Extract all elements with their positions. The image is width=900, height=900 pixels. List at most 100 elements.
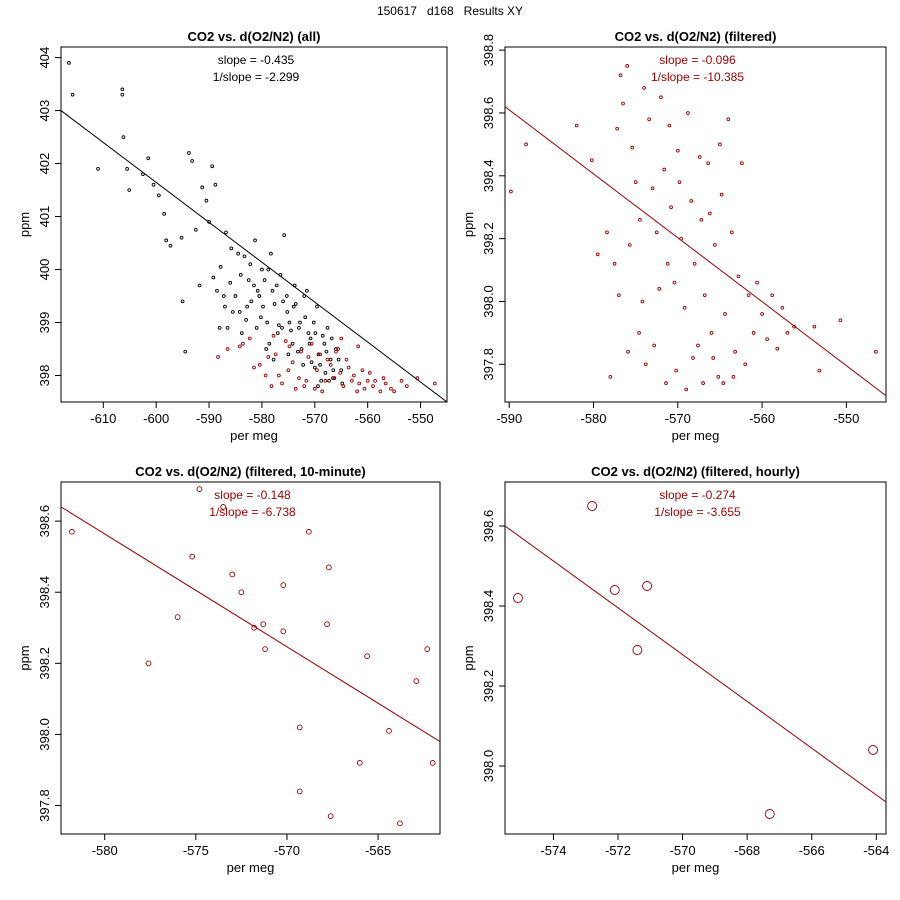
data-point bbox=[707, 211, 712, 216]
data-point bbox=[238, 272, 243, 277]
data-point bbox=[785, 331, 790, 335]
data-point bbox=[667, 123, 672, 128]
data-point bbox=[290, 360, 295, 365]
data-point bbox=[242, 254, 247, 259]
data-point bbox=[709, 331, 714, 335]
data-point bbox=[225, 347, 230, 351]
data-point bbox=[260, 267, 264, 272]
data-point bbox=[220, 504, 227, 510]
inverse-slope-annotation: 1/slope = -2.299 bbox=[213, 70, 300, 84]
data-point bbox=[257, 363, 262, 367]
regression-line bbox=[505, 106, 886, 397]
data-point bbox=[180, 299, 185, 304]
data-point bbox=[702, 293, 707, 298]
data-point bbox=[356, 344, 361, 349]
data-point bbox=[612, 261, 617, 266]
data-point bbox=[305, 288, 309, 293]
data-point bbox=[755, 280, 759, 285]
x-axis-label: per meg bbox=[230, 428, 278, 443]
data-point bbox=[356, 760, 363, 766]
x-tick-label: -580 bbox=[249, 411, 275, 426]
data-point bbox=[275, 331, 280, 335]
data-point bbox=[246, 278, 251, 282]
data-point bbox=[733, 349, 737, 354]
x-tick-label: -570 bbox=[274, 843, 300, 858]
data-point bbox=[608, 375, 613, 379]
data-point bbox=[225, 325, 230, 330]
data-point bbox=[280, 381, 284, 386]
regression-line bbox=[505, 525, 886, 803]
y-tick-label: 398.2 bbox=[481, 670, 496, 703]
x-tick-label: -564 bbox=[863, 843, 889, 858]
data-point bbox=[868, 745, 879, 755]
data-point bbox=[70, 92, 75, 97]
data-point bbox=[187, 151, 191, 155]
data-point bbox=[204, 198, 209, 203]
data-point bbox=[404, 384, 409, 388]
data-point bbox=[125, 167, 129, 171]
data-point bbox=[336, 347, 340, 351]
data-point bbox=[290, 341, 295, 346]
data-point bbox=[210, 164, 215, 169]
data-point bbox=[325, 325, 330, 330]
data-point bbox=[168, 243, 173, 248]
data-point bbox=[189, 553, 196, 560]
data-point bbox=[775, 346, 780, 351]
data-point bbox=[674, 368, 678, 373]
data-point bbox=[817, 368, 822, 373]
data-point bbox=[280, 628, 287, 635]
data-point bbox=[760, 312, 764, 316]
plot-area bbox=[505, 63, 886, 397]
data-point bbox=[324, 349, 329, 354]
data-point bbox=[247, 336, 252, 341]
data-point bbox=[174, 614, 181, 620]
data-point bbox=[413, 678, 420, 684]
data-point bbox=[383, 381, 388, 386]
data-point bbox=[280, 325, 284, 330]
data-point bbox=[299, 349, 303, 354]
data-point bbox=[318, 352, 322, 357]
data-point bbox=[329, 336, 334, 341]
data-point bbox=[330, 376, 335, 381]
data-point bbox=[306, 355, 311, 359]
y-tick-label: 398.0 bbox=[481, 285, 496, 318]
y-tick-label: 401 bbox=[37, 206, 52, 228]
data-point bbox=[286, 352, 291, 357]
data-point bbox=[262, 278, 267, 282]
data-point bbox=[812, 324, 817, 329]
data-point bbox=[265, 320, 270, 325]
data-point bbox=[371, 384, 375, 388]
data-point bbox=[432, 381, 437, 386]
chart-title: CO2 vs. d(O2/N2) (filtered, hourly) bbox=[591, 464, 800, 479]
data-point bbox=[302, 384, 307, 388]
data-point bbox=[263, 373, 268, 378]
data-point bbox=[362, 386, 367, 391]
data-point bbox=[665, 261, 670, 266]
data-point bbox=[301, 363, 306, 367]
data-point bbox=[638, 217, 642, 222]
data-point bbox=[627, 243, 632, 247]
data-point bbox=[322, 341, 327, 346]
data-point bbox=[316, 352, 321, 357]
data-point bbox=[740, 161, 744, 166]
slope-annotation: slope = -0.435 bbox=[218, 53, 295, 67]
data-point bbox=[222, 294, 226, 298]
y-tick-label: 398.0 bbox=[481, 750, 496, 783]
data-point bbox=[424, 646, 431, 652]
data-point bbox=[589, 158, 594, 162]
data-point bbox=[296, 788, 303, 795]
data-point bbox=[298, 320, 302, 325]
data-point bbox=[672, 280, 677, 285]
data-point bbox=[120, 87, 125, 92]
slope-annotation: slope = -0.274 bbox=[659, 488, 736, 502]
inverse-slope-annotation: 1/slope = -3.655 bbox=[654, 505, 741, 519]
data-point bbox=[718, 142, 722, 147]
data-point bbox=[274, 283, 279, 288]
data-point bbox=[273, 352, 278, 357]
data-point bbox=[574, 123, 579, 128]
plot-frame bbox=[60, 481, 441, 835]
data-point bbox=[239, 331, 244, 335]
data-point bbox=[334, 349, 338, 354]
data-point bbox=[326, 564, 332, 571]
data-point bbox=[341, 384, 346, 388]
